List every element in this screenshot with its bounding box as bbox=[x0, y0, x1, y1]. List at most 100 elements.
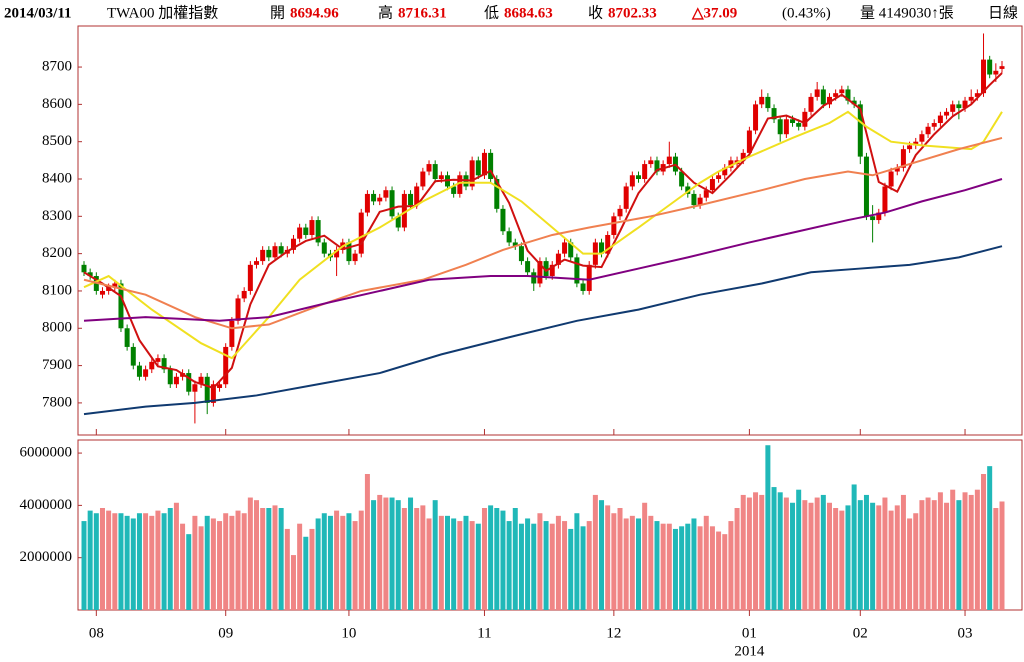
candle-body bbox=[494, 179, 500, 209]
candle-body bbox=[679, 171, 685, 187]
candle-body bbox=[900, 149, 906, 168]
volume-bar bbox=[796, 489, 802, 610]
candle-body bbox=[888, 171, 894, 187]
volume-bar bbox=[93, 513, 99, 610]
volume-bar bbox=[863, 494, 869, 610]
volume-bar bbox=[950, 489, 956, 610]
volume-bar bbox=[272, 505, 278, 610]
candle-body bbox=[432, 164, 438, 180]
low-value: 8684.63 bbox=[504, 5, 553, 21]
volume-bar bbox=[278, 508, 284, 610]
high-value: 8716.31 bbox=[398, 5, 447, 21]
volume-bar bbox=[475, 523, 481, 610]
volume-bar bbox=[888, 510, 894, 610]
volume-bar bbox=[463, 515, 469, 610]
candle-body bbox=[962, 100, 968, 109]
candle-body bbox=[297, 227, 303, 239]
volume-bar bbox=[722, 534, 728, 610]
candle-body bbox=[389, 190, 395, 217]
candle-body bbox=[451, 186, 457, 194]
candle-body bbox=[420, 171, 426, 187]
candle-body bbox=[666, 156, 672, 165]
volume-bar bbox=[389, 497, 395, 610]
candle-body bbox=[124, 328, 130, 347]
volume-bar bbox=[790, 502, 796, 610]
candle-body bbox=[944, 111, 950, 116]
candle-body bbox=[919, 134, 925, 142]
volume-bar bbox=[457, 521, 463, 610]
y-tick-label: 8000 bbox=[42, 320, 72, 336]
volume-bar bbox=[870, 502, 876, 610]
candle-body bbox=[161, 358, 167, 370]
volume-bar bbox=[161, 513, 167, 610]
moving-average bbox=[83, 72, 1003, 390]
candle-body bbox=[907, 145, 913, 150]
volume-bar bbox=[229, 515, 235, 610]
volume-bar bbox=[746, 497, 752, 610]
y-tick-label: 8700 bbox=[42, 58, 72, 74]
moving-average bbox=[83, 136, 1003, 330]
volume-bar bbox=[691, 518, 697, 610]
volume-bar bbox=[488, 505, 494, 610]
volume-bar bbox=[592, 494, 598, 610]
volume-bar bbox=[383, 497, 389, 610]
candle-body bbox=[266, 249, 272, 258]
candle-body bbox=[833, 93, 839, 97]
candle-body bbox=[81, 264, 87, 273]
period: 日線 bbox=[988, 4, 1018, 21]
volume-bar bbox=[623, 518, 629, 610]
candle-body bbox=[155, 358, 161, 362]
candle-body bbox=[143, 369, 149, 377]
volume-bar bbox=[944, 502, 950, 610]
volume-bar bbox=[173, 502, 179, 610]
volume-bar bbox=[309, 528, 315, 610]
candle-body bbox=[112, 283, 118, 288]
volume-bar bbox=[371, 500, 377, 610]
volume-bar bbox=[654, 521, 660, 610]
candle-body bbox=[950, 104, 956, 112]
candle-body bbox=[629, 175, 635, 187]
candle-body bbox=[746, 130, 752, 153]
open-value: 8694.96 bbox=[290, 5, 339, 21]
candle-body bbox=[309, 220, 315, 235]
volume-bar bbox=[993, 508, 999, 610]
symbol: TWA00 加權指數 bbox=[107, 4, 218, 21]
volume-bar bbox=[833, 508, 839, 610]
volume-tick-label: 2000000 bbox=[20, 549, 73, 565]
volume-bar bbox=[672, 528, 678, 610]
volume-bar bbox=[346, 513, 352, 610]
candle-body bbox=[414, 186, 420, 206]
candle-body bbox=[192, 384, 198, 392]
volume-bar bbox=[506, 521, 512, 610]
candle-body bbox=[475, 160, 481, 176]
candle-body bbox=[648, 160, 654, 165]
candle-body bbox=[457, 175, 463, 194]
volume-bar bbox=[685, 523, 691, 610]
candle-body bbox=[857, 104, 863, 157]
candle-body bbox=[568, 242, 574, 258]
x-tick-label: 02 bbox=[853, 625, 868, 641]
candle-body bbox=[703, 190, 709, 198]
volume-bar bbox=[136, 513, 142, 610]
volume-bar bbox=[956, 500, 962, 610]
volume-tick-label: 6000000 bbox=[20, 445, 73, 461]
candle-body bbox=[654, 160, 660, 172]
volume-bar bbox=[451, 518, 457, 610]
candle-body bbox=[753, 104, 759, 131]
volume-bar bbox=[981, 474, 987, 610]
volume-bar bbox=[525, 518, 531, 610]
volume-bar bbox=[321, 513, 327, 610]
volume-bar bbox=[543, 521, 549, 610]
candle-body bbox=[173, 376, 179, 385]
candle-body bbox=[870, 216, 876, 221]
candle-body bbox=[235, 298, 241, 321]
volume-bar bbox=[414, 508, 420, 610]
volume-bar bbox=[358, 510, 364, 610]
volume-bar bbox=[642, 502, 648, 610]
candle-body bbox=[364, 193, 370, 213]
volume-bar bbox=[223, 513, 229, 610]
x-tick-label: 09 bbox=[218, 625, 233, 641]
volume-bar bbox=[826, 502, 832, 610]
volume-bar bbox=[112, 513, 118, 610]
